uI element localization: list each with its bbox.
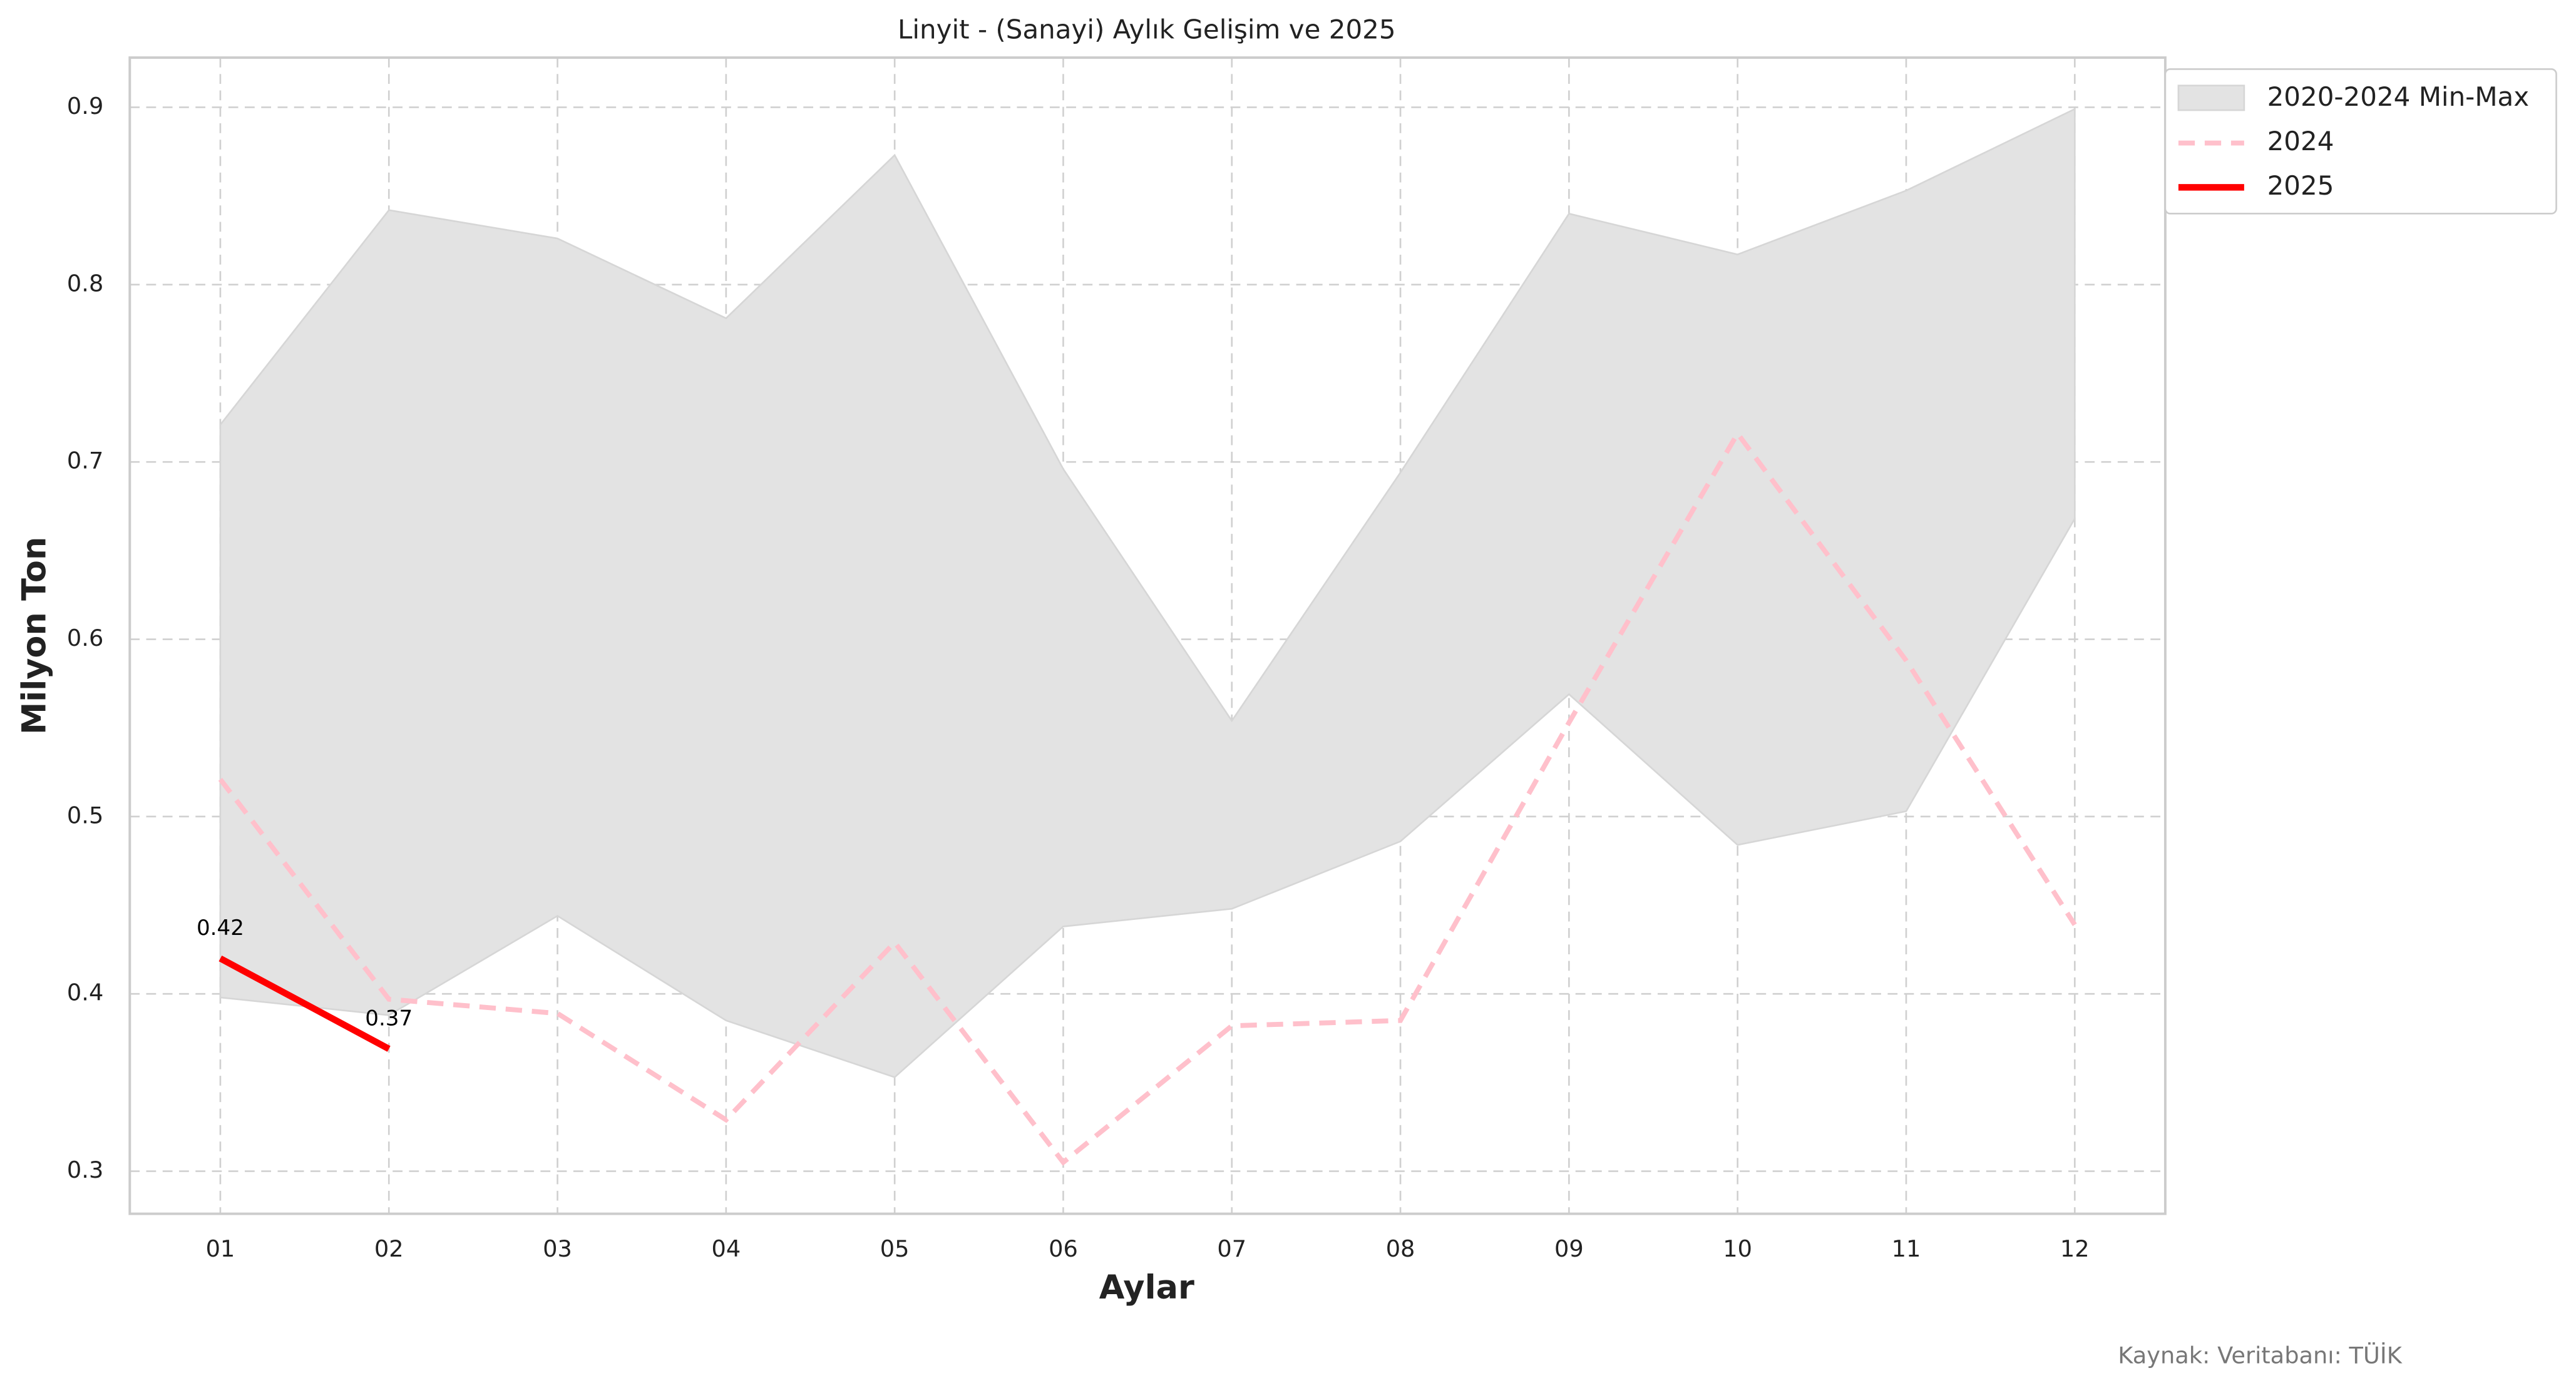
x-axis-label: Aylar	[1099, 1268, 1194, 1307]
x-tick-label: 12	[2060, 1235, 2090, 1262]
legend-label: 2024	[2267, 126, 2334, 156]
data-label: 0.37	[365, 1006, 413, 1031]
y-tick-label: 0.9	[67, 93, 103, 120]
y-tick-label: 0.8	[67, 270, 103, 297]
legend-box	[2164, 68, 2557, 215]
legend-label: 2025	[2267, 170, 2334, 201]
x-tick-label: 09	[1554, 1235, 1584, 1262]
y-axis-label: Milyon Ton	[15, 537, 53, 735]
y-tick-label: 0.5	[67, 802, 103, 829]
x-tick-label: 01	[206, 1235, 235, 1262]
y-tick-label: 0.4	[67, 979, 103, 1006]
x-tick-label: 02	[374, 1235, 404, 1262]
series-line	[218, 429, 2077, 1166]
x-tick-label: 07	[1217, 1235, 1246, 1262]
series-line	[218, 955, 391, 1052]
y-tick-label: 0.6	[67, 625, 103, 651]
x-tick-label: 08	[1386, 1235, 1415, 1262]
chart-title: Linyit - (Sanayi) Aylık Gelişim ve 2025	[898, 14, 1396, 45]
x-tick-label: 03	[543, 1235, 572, 1262]
y-tick-label: 0.3	[67, 1156, 103, 1183]
y-tick-label: 0.7	[67, 447, 103, 474]
source-note: Kaynak: Veritabanı: TÜİK	[2118, 1342, 2402, 1369]
plot-frame	[128, 56, 2167, 1215]
x-tick-label: 05	[880, 1235, 910, 1262]
legend-swatch	[2177, 84, 2245, 111]
x-tick-label: 06	[1049, 1235, 1078, 1262]
x-tick-label: 10	[1723, 1235, 1752, 1262]
range-band	[219, 108, 2076, 1078]
x-tick-label: 11	[1892, 1235, 1921, 1262]
x-tick-label: 04	[711, 1235, 741, 1262]
legend-label: 2020-2024 Min-Max	[2267, 81, 2529, 112]
data-label: 0.42	[197, 916, 244, 941]
